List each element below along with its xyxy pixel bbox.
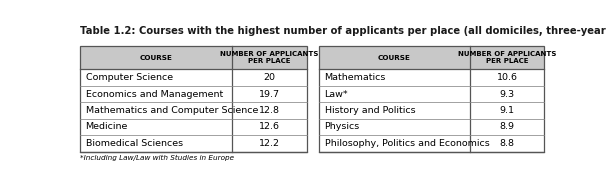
Text: Mathematics and Computer Science: Mathematics and Computer Science [85,106,258,115]
Text: 12.2: 12.2 [259,139,280,148]
Bar [319,69,544,86]
Text: Medicine: Medicine [85,122,128,131]
Bar [80,119,307,135]
Text: 9.3: 9.3 [499,89,515,99]
Text: *Including Law/Law with Studies in Europe: *Including Law/Law with Studies in Europ… [80,154,234,161]
Text: History and Politics: History and Politics [325,106,415,115]
Text: NUMBER OF APPLICANTS
PER PLACE: NUMBER OF APPLICANTS PER PLACE [220,51,319,64]
Bar [319,135,544,152]
Text: Philosophy, Politics and Economics: Philosophy, Politics and Economics [325,139,490,148]
Text: COURSE: COURSE [378,55,411,61]
Bar [319,119,544,135]
Bar [80,69,307,86]
Text: Physics: Physics [325,122,360,131]
Text: 8.8: 8.8 [499,139,515,148]
Text: NUMBER OF APPLICANTS
PER PLACE: NUMBER OF APPLICANTS PER PLACE [458,51,557,64]
Bar [80,46,307,152]
Text: 19.7: 19.7 [259,89,280,99]
Text: 9.1: 9.1 [499,106,515,115]
Text: 20: 20 [264,73,276,82]
Bar [319,46,544,152]
Bar [80,135,307,152]
Text: Table 1.2: Courses with the highest number of applicants per place (all domicile: Table 1.2: Courses with the highest numb… [80,26,609,36]
Text: Mathematics: Mathematics [325,73,386,82]
Text: Economics and Management: Economics and Management [85,89,223,99]
Text: COURSE: COURSE [139,55,172,61]
Bar [319,46,544,69]
Bar [80,102,307,119]
Text: Biomedical Sciences: Biomedical Sciences [85,139,183,148]
Text: 8.9: 8.9 [499,122,515,131]
Text: Computer Science: Computer Science [85,73,173,82]
Bar [319,102,544,119]
Bar [80,46,307,69]
Bar [80,86,307,102]
Text: 10.6: 10.6 [496,73,518,82]
Text: 12.8: 12.8 [259,106,280,115]
Text: 12.6: 12.6 [259,122,280,131]
Text: Law*: Law* [325,89,348,99]
Bar [319,86,544,102]
